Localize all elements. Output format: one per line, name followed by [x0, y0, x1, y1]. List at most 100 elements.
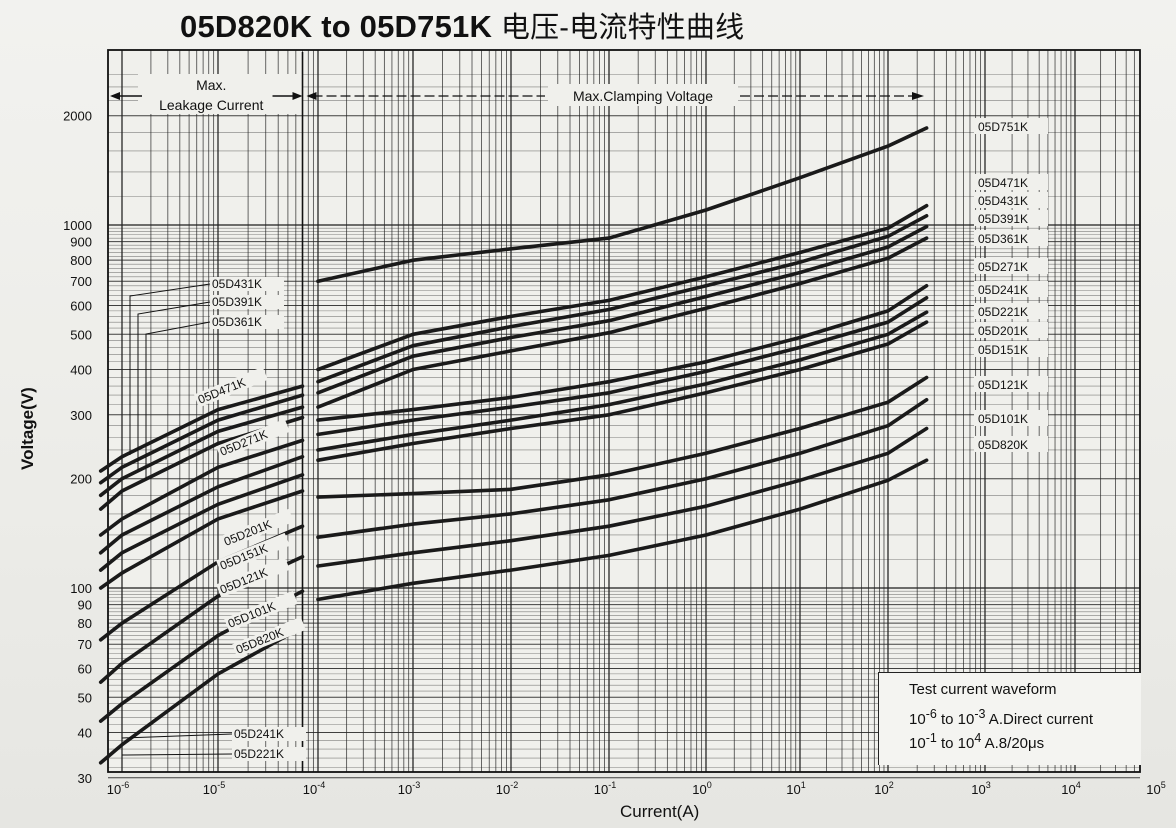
right-label-05D121K: 05D121K [978, 378, 1028, 392]
chart-title-en: 05D820K to 05D751K [180, 9, 493, 44]
right-label-05D751K: 05D751K [978, 120, 1028, 134]
leakage-label-line2: Leakage Current [159, 97, 263, 113]
curve-clamp-05D271K [316, 284, 929, 422]
x-tick-label: 104 [1061, 780, 1080, 797]
curve-clamp-05D101K [316, 426, 929, 568]
left-label-bg [232, 616, 306, 658]
x-tick-label: 10-4 [303, 780, 325, 797]
right-label-05D271K: 05D271K [978, 260, 1028, 274]
left-label-05D361K: 05D361K [212, 315, 262, 329]
test-waveform-line-2: 10-1 to 104 A.8/20μs [909, 731, 1045, 752]
curve-clamp-05D241K [316, 296, 929, 437]
leakage-label-bg [138, 74, 303, 114]
x-axis-title: Current(A) [620, 802, 700, 821]
leakage-label-line1: Max. [196, 77, 226, 93]
left-label-bg [216, 556, 290, 598]
leakage-arrowhead-left [110, 92, 120, 100]
leader-241 [121, 733, 233, 739]
y-tick-label: 60 [78, 662, 92, 677]
curve-leakage-05D201K [98, 489, 305, 590]
curve-clamp-05D431K [316, 214, 929, 384]
leader-221 [121, 753, 233, 756]
left-label-05D391K: 05D391K [212, 295, 262, 309]
right-label-05D201K: 05D201K [978, 324, 1028, 338]
left-label-bg [232, 747, 306, 761]
y-tick-label: 1000 [63, 218, 92, 233]
right-label-05D431K: 05D431K [978, 194, 1028, 208]
right-label-bg [974, 210, 1048, 226]
test-waveform-line-1: 10-6 to 10-3 A.Direct current [909, 707, 1094, 728]
right-label-05D391K: 05D391K [978, 212, 1028, 226]
left-label-bg [220, 508, 294, 550]
y-tick-label: 2000 [63, 109, 92, 124]
left-label-bg [216, 532, 290, 574]
x-tick-label: 101 [786, 780, 805, 797]
right-label-bg [974, 436, 1048, 452]
leakage-arrowhead-right [292, 92, 303, 100]
right-label-bg [974, 192, 1048, 208]
clamp-label: Max.Clamping Voltage [573, 88, 713, 104]
test-waveform-box: Test current waveform 10-6 to 10-3 A.Dir… [878, 672, 1141, 765]
right-label-05D471K: 05D471K [978, 176, 1028, 190]
y-tick-label: 200 [70, 472, 92, 487]
right-label-bg [974, 230, 1048, 246]
right-label-05D241K: 05D241K [978, 283, 1028, 297]
curve-clamp-05D391K [316, 224, 929, 395]
test-waveform-title: Test current waveform [909, 681, 1057, 698]
curve-clamp-05D221K [316, 310, 929, 452]
clamp-arrowhead-right [912, 92, 924, 100]
curve-leakage-05D391K [98, 405, 305, 498]
right-label-05D361K: 05D361K [978, 232, 1028, 246]
x-tick-label: 103 [971, 780, 990, 797]
curve-leakage-05D820K [98, 625, 305, 765]
right-label-bg [974, 322, 1048, 338]
y-tick-label: 800 [70, 253, 92, 268]
leader-431 [129, 283, 211, 455]
right-label-05D221K: 05D221K [978, 305, 1028, 319]
y-tick-label: 90 [78, 598, 92, 613]
curve-leakage-05D471K [98, 384, 305, 473]
x-tick-label: 10-1 [594, 780, 616, 797]
x-tick-label: 102 [874, 780, 893, 797]
curve-leakage-05D241K [98, 454, 305, 555]
left-label-bg [216, 418, 290, 460]
chart-title-cn: 电压-电流特性曲线 [500, 12, 745, 44]
leader-391 [137, 301, 211, 470]
right-label-bg [974, 376, 1048, 392]
left-label-05D431K: 05D431K [212, 277, 262, 291]
left-label-05D241K: 05D241K [234, 727, 284, 741]
x-tick-label: 100 [692, 780, 711, 797]
y-tick-label: 30 [78, 771, 92, 786]
x-tick-label: 10-5 [203, 780, 225, 797]
x-tick-label: 10-6 [107, 780, 129, 797]
right-label-bg [974, 174, 1048, 190]
curve-clamp-05D820K [316, 458, 929, 602]
right-label-bg [974, 118, 1048, 134]
x-tick-label: 105 [1146, 780, 1165, 797]
left-label-bg [194, 366, 268, 408]
left-label-bg [210, 277, 284, 291]
y-tick-label: 900 [70, 235, 92, 250]
right-label-bg [974, 281, 1048, 297]
x-tick-label: 10-3 [398, 780, 420, 797]
curve-clamp-05D201K [316, 320, 929, 462]
curve-leakage-05D431K [98, 393, 305, 485]
y-tick-label: 50 [78, 690, 92, 705]
y-tick-label: 80 [78, 616, 92, 631]
x-tick-label: 10-2 [496, 780, 518, 797]
curve-clamp-05D151K [316, 375, 929, 499]
y-tick-label: 700 [70, 274, 92, 289]
y-axis-title: Voltage(V) [18, 387, 37, 470]
y-tick-label: 400 [70, 362, 92, 377]
right-label-05D151K: 05D151K [978, 343, 1028, 357]
y-tick-label: 40 [78, 725, 92, 740]
left-label-bg [224, 590, 298, 632]
clamp-arrowhead-left [306, 92, 317, 100]
clamp-label-bg [548, 84, 738, 106]
curve-clamp-05D121K [316, 398, 929, 539]
plot-frame [107, 49, 1141, 773]
y-tick-label: 600 [70, 299, 92, 314]
right-label-bg [974, 258, 1048, 274]
curve-leakage-05D221K [98, 473, 305, 572]
